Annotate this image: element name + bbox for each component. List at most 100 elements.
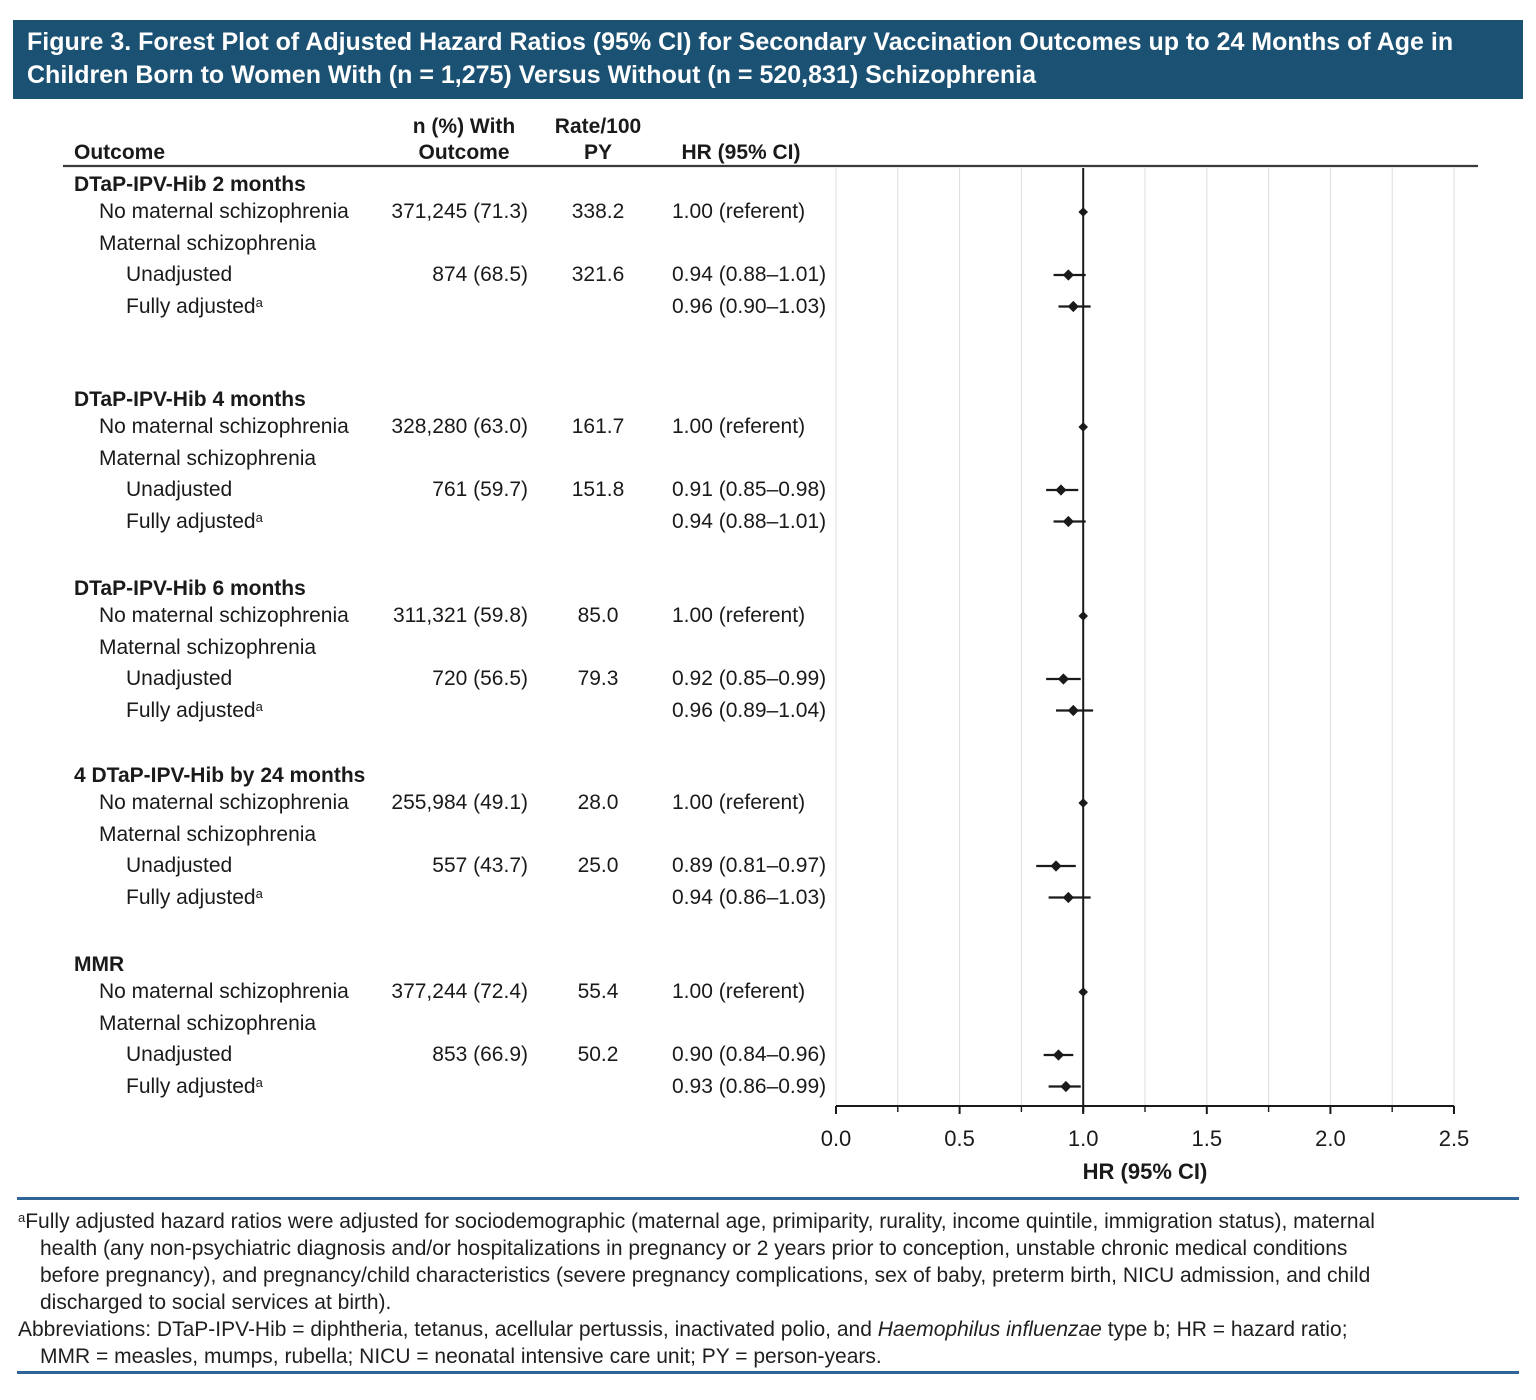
axis-tick-label: 2.5 bbox=[1439, 1126, 1470, 1151]
forest-marker bbox=[1050, 860, 1062, 872]
row-label: Maternal schizophrenia bbox=[99, 446, 317, 470]
row-hr-value: 1.00 (referent) bbox=[672, 791, 806, 814]
axis-tick-label: 2.0 bbox=[1315, 1126, 1346, 1151]
section-title: DTaP-IPV-Hib 4 months bbox=[74, 388, 306, 411]
row-hr-value: 0.93 (0.86–0.99) bbox=[672, 1074, 827, 1098]
footnote-line-3: before pregnancy), and pregnancy/child c… bbox=[40, 1264, 1371, 1287]
column-header-n-line1: n (%) With bbox=[412, 115, 516, 138]
row-hr-value: 0.92 (0.85–0.99) bbox=[672, 667, 827, 690]
figure-title-bar: Figure 3. Forest Plot of Adjusted Hazard… bbox=[13, 20, 1523, 99]
section-title: 4 DTaP-IPV-Hib by 24 months bbox=[74, 764, 366, 787]
row-label: Unadjusted bbox=[126, 263, 233, 286]
row-label: Fully adjusteda bbox=[126, 509, 263, 533]
row-hr-value: 0.89 (0.81–0.97) bbox=[672, 854, 827, 877]
row-hr-value: 0.96 (0.89–1.04) bbox=[672, 698, 827, 722]
section-title: MMR bbox=[74, 953, 125, 976]
row-rate-value: 85.0 bbox=[577, 604, 619, 627]
row-n-value: 255,984 (49.1) bbox=[391, 791, 528, 814]
figure-title-line-2: Children Born to Women With (n = 1,275) … bbox=[27, 61, 1036, 89]
forest-marker bbox=[1052, 1049, 1065, 1061]
row-label: No maternal schizophrenia bbox=[99, 980, 349, 1003]
forest-marker bbox=[1078, 207, 1088, 217]
row-n-value: 720 (56.5) bbox=[432, 667, 528, 690]
section-title: DTaP-IPV-Hib 2 months bbox=[74, 173, 306, 196]
row-label: Maternal schizophrenia bbox=[99, 231, 317, 255]
row-n-value: 377,244 (72.4) bbox=[391, 980, 528, 1003]
row-n-value: 371,245 (71.3) bbox=[391, 200, 528, 223]
forest-marker bbox=[1078, 611, 1088, 621]
forest-marker bbox=[1062, 515, 1074, 528]
row-label: Maternal schizophrenia bbox=[99, 635, 317, 659]
row-rate-value: 55.4 bbox=[577, 980, 619, 1003]
row-label: Unadjusted bbox=[126, 667, 233, 690]
row-rate-value: 50.2 bbox=[577, 1043, 619, 1066]
forest-marker bbox=[1057, 673, 1070, 685]
row-hr-value: 0.94 (0.88–1.01) bbox=[672, 263, 827, 286]
forest-marker bbox=[1055, 484, 1067, 496]
row-rate-value: 79.3 bbox=[577, 667, 619, 690]
row-label: Maternal schizophrenia bbox=[99, 1011, 317, 1035]
footnote-line-2: health (any non-psychiatric diagnosis an… bbox=[40, 1237, 1348, 1260]
axis-tick-label: 1.0 bbox=[1068, 1126, 1099, 1151]
forest-marker bbox=[1062, 269, 1074, 281]
column-header-hr: HR (95% CI) bbox=[681, 141, 801, 164]
forest-marker bbox=[1067, 704, 1079, 717]
footnote-line-4: discharged to social services at birth). bbox=[40, 1291, 392, 1314]
row-rate-value: 25.0 bbox=[577, 854, 619, 877]
row-label: Fully adjusteda bbox=[126, 1074, 263, 1098]
row-n-value: 557 (43.7) bbox=[432, 854, 528, 877]
row-n-value: 874 (68.5) bbox=[432, 263, 528, 286]
abbreviations-line-1: Abbreviations: DTaP-IPV-Hib = diphtheria… bbox=[18, 1318, 1348, 1341]
axis-tick-label: 0.5 bbox=[944, 1126, 975, 1151]
row-label: Fully adjusteda bbox=[126, 885, 263, 909]
row-hr-value: 0.94 (0.88–1.01) bbox=[672, 509, 827, 533]
row-n-value: 328,280 (63.0) bbox=[391, 415, 528, 438]
row-label: Fully adjusteda bbox=[126, 294, 263, 318]
axis-tick-label: 0.0 bbox=[821, 1126, 852, 1151]
forest-marker bbox=[1078, 798, 1088, 808]
row-label: Unadjusted bbox=[126, 854, 233, 877]
abbreviations-line-2: MMR = measles, mumps, rubella; NICU = ne… bbox=[40, 1345, 882, 1368]
forest-marker bbox=[1078, 422, 1088, 432]
footnote-marker: a bbox=[18, 1210, 26, 1225]
row-label: No maternal schizophrenia bbox=[99, 200, 349, 223]
row-n-value: 311,321 (59.8) bbox=[392, 604, 528, 627]
forest-marker bbox=[1062, 891, 1074, 904]
row-hr-value: 1.00 (referent) bbox=[672, 604, 806, 627]
section-title: DTaP-IPV-Hib 6 months bbox=[74, 577, 306, 600]
row-hr-value: 0.94 (0.86–1.03) bbox=[672, 885, 827, 909]
row-rate-value: 161.7 bbox=[571, 415, 625, 438]
figure-title-line-1: Figure 3. Forest Plot of Adjusted Hazard… bbox=[27, 28, 1454, 56]
column-header-n-line2: Outcome bbox=[418, 141, 510, 164]
axis-tick-label: 1.5 bbox=[1192, 1126, 1223, 1151]
row-hr-value: 0.96 (0.90–1.03) bbox=[672, 294, 827, 318]
row-label: Maternal schizophrenia bbox=[99, 822, 317, 846]
forest-marker bbox=[1078, 987, 1088, 997]
row-label: No maternal schizophrenia bbox=[99, 604, 349, 627]
row-hr-value: 0.91 (0.85–0.98) bbox=[672, 478, 827, 501]
column-header-rate-line2: PY bbox=[583, 141, 613, 164]
row-rate-value: 151.8 bbox=[571, 478, 625, 501]
x-axis-title: HR (95% CI) bbox=[1083, 1159, 1208, 1184]
row-hr-value: 1.00 (referent) bbox=[672, 200, 806, 223]
column-header-outcome: Outcome bbox=[74, 141, 166, 164]
row-n-value: 853 (66.9) bbox=[432, 1043, 528, 1066]
row-hr-value: 1.00 (referent) bbox=[672, 980, 806, 1003]
footnote-bottom-rule bbox=[17, 1371, 1519, 1374]
row-label: No maternal schizophrenia bbox=[99, 415, 349, 438]
footnote-line-1: aFully adjusted hazard ratios were adjus… bbox=[18, 1210, 1375, 1233]
row-label: Fully adjusteda bbox=[126, 698, 263, 722]
row-label: Unadjusted bbox=[126, 1043, 233, 1066]
row-hr-value: 1.00 (referent) bbox=[672, 415, 806, 438]
row-rate-value: 321.6 bbox=[571, 263, 625, 286]
forest-marker bbox=[1067, 300, 1079, 313]
row-label: No maternal schizophrenia bbox=[99, 791, 349, 814]
forest-marker bbox=[1060, 1080, 1072, 1093]
column-header-rate-line1: Rate/100 bbox=[554, 115, 642, 138]
row-label: Unadjusted bbox=[126, 478, 233, 501]
footnote-top-rule bbox=[17, 1197, 1519, 1200]
row-hr-value: 0.90 (0.84–0.96) bbox=[672, 1043, 827, 1066]
row-n-value: 761 (59.7) bbox=[432, 478, 528, 501]
row-rate-value: 28.0 bbox=[577, 791, 619, 814]
